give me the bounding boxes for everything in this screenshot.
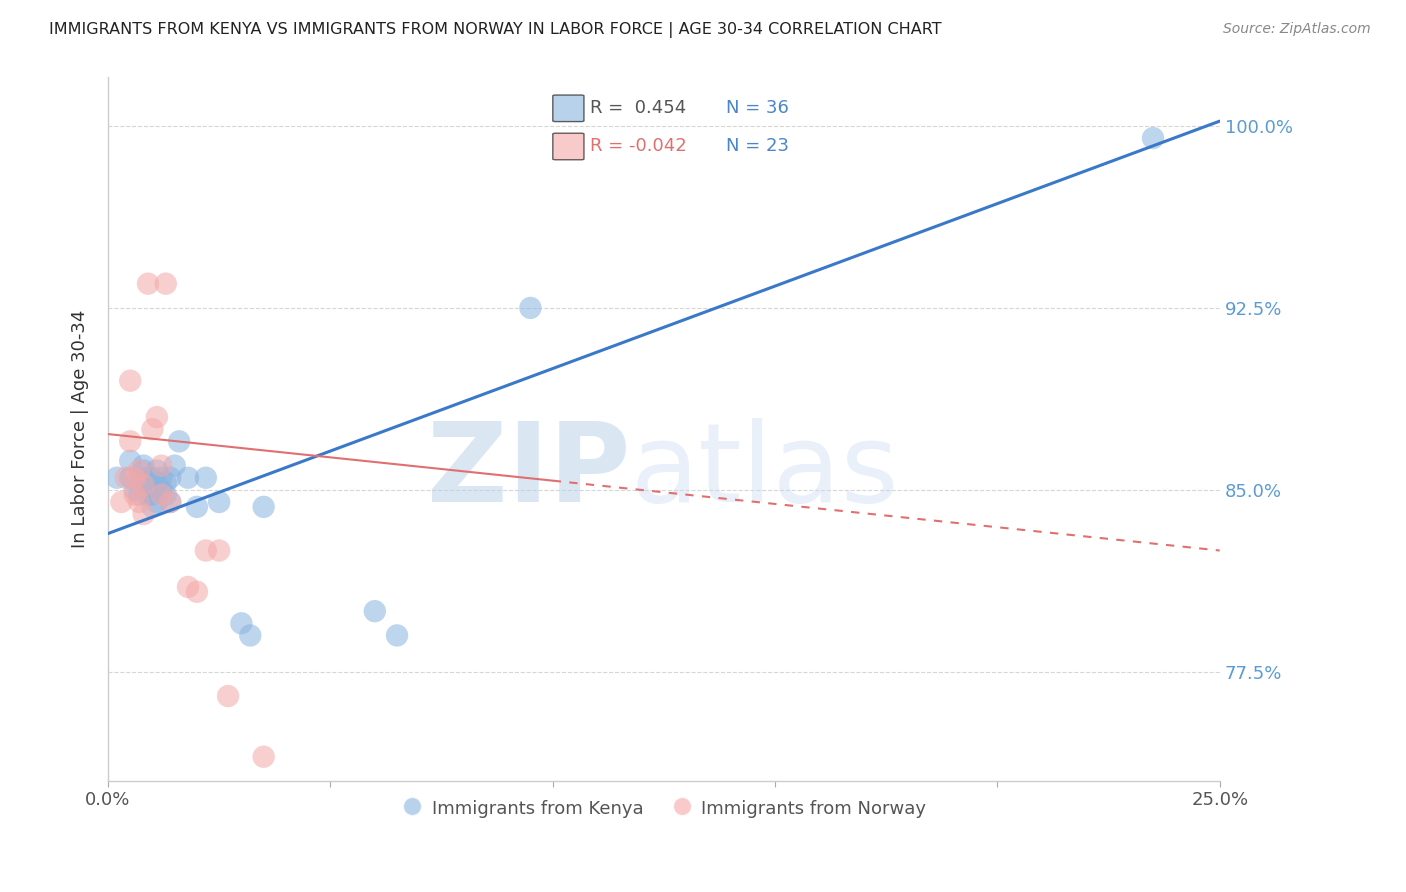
Point	[124, 483, 146, 497]
Point	[141, 422, 163, 436]
Point	[186, 584, 208, 599]
Text: atlas: atlas	[630, 418, 898, 524]
Point	[155, 475, 177, 490]
Point	[120, 454, 142, 468]
Point	[128, 495, 150, 509]
Point	[132, 463, 155, 477]
Point	[136, 277, 159, 291]
Point	[114, 471, 136, 485]
Point	[253, 749, 276, 764]
Point	[141, 500, 163, 514]
Point	[110, 495, 132, 509]
Point	[186, 500, 208, 514]
Point	[150, 458, 173, 473]
Point	[124, 471, 146, 485]
Point	[141, 471, 163, 485]
Point	[136, 471, 159, 485]
Point	[177, 471, 200, 485]
Point	[120, 374, 142, 388]
Point	[150, 471, 173, 485]
Point	[150, 488, 173, 502]
Point	[120, 434, 142, 449]
Point	[155, 488, 177, 502]
Point	[194, 543, 217, 558]
Text: Source: ZipAtlas.com: Source: ZipAtlas.com	[1223, 22, 1371, 37]
Point	[146, 475, 169, 490]
Legend: Immigrants from Kenya, Immigrants from Norway: Immigrants from Kenya, Immigrants from N…	[394, 792, 934, 825]
Point	[253, 500, 276, 514]
Point	[136, 488, 159, 502]
Point	[146, 463, 169, 477]
Point	[141, 488, 163, 502]
Point	[1142, 131, 1164, 145]
Point	[239, 628, 262, 642]
Point	[208, 495, 231, 509]
Point	[163, 458, 186, 473]
Point	[132, 507, 155, 521]
Point	[385, 628, 408, 642]
Point	[105, 471, 128, 485]
Point	[194, 471, 217, 485]
Point	[146, 410, 169, 425]
Point	[519, 301, 541, 315]
Point	[159, 471, 181, 485]
Point	[128, 471, 150, 485]
Point	[364, 604, 387, 618]
Point	[128, 488, 150, 502]
Text: ZIP: ZIP	[427, 418, 630, 524]
Text: IMMIGRANTS FROM KENYA VS IMMIGRANTS FROM NORWAY IN LABOR FORCE | AGE 30-34 CORRE: IMMIGRANTS FROM KENYA VS IMMIGRANTS FROM…	[49, 22, 942, 38]
Point	[177, 580, 200, 594]
Point	[136, 478, 159, 492]
Point	[159, 495, 181, 509]
Point	[159, 495, 181, 509]
Point	[132, 478, 155, 492]
Point	[217, 689, 239, 703]
Point	[128, 463, 150, 477]
Point	[155, 277, 177, 291]
Point	[150, 483, 173, 497]
Point	[231, 616, 253, 631]
Point	[132, 458, 155, 473]
Point	[124, 488, 146, 502]
Point	[120, 471, 142, 485]
Point	[146, 495, 169, 509]
Point	[208, 543, 231, 558]
Point	[167, 434, 190, 449]
Y-axis label: In Labor Force | Age 30-34: In Labor Force | Age 30-34	[72, 310, 89, 549]
